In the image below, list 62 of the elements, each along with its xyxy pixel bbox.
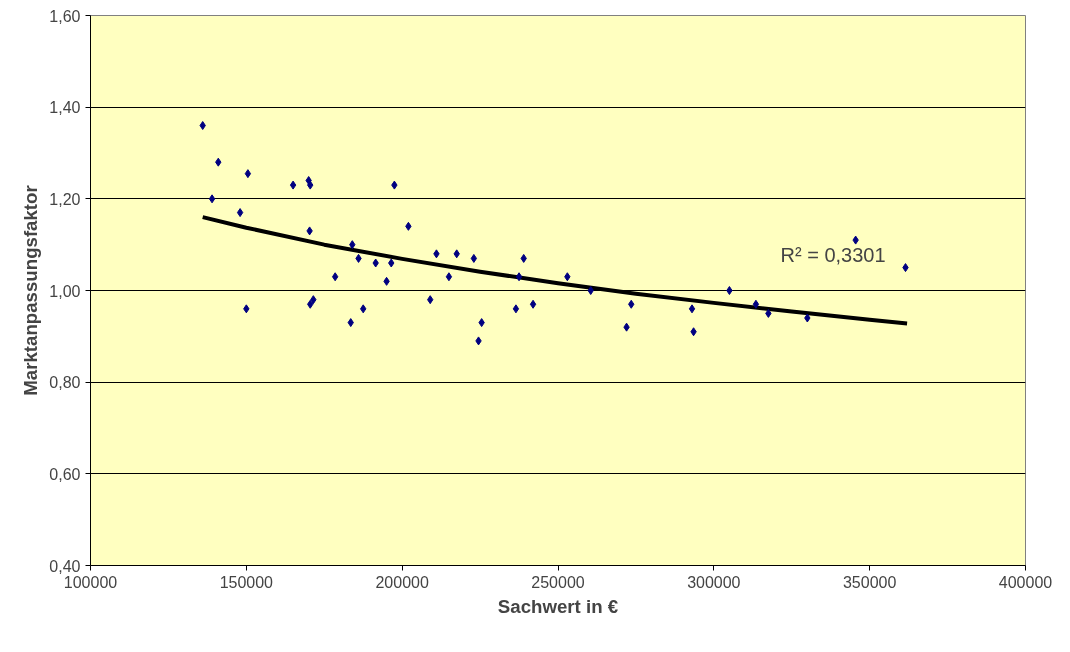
point — [470, 253, 478, 263]
line-series — [200, 215, 910, 326]
point — [478, 318, 485, 328]
point — [520, 253, 527, 263]
y-tick-label: 1,00 — [49, 282, 81, 300]
point — [388, 258, 395, 268]
x-axis-title: Sachwert in € — [497, 595, 619, 617]
point — [349, 240, 356, 250]
y-tick-label: 1,20 — [49, 190, 81, 208]
point — [433, 249, 440, 259]
x-tick-label: 400000 — [998, 573, 1053, 591]
point — [243, 304, 250, 314]
point — [360, 304, 367, 314]
y-tick-label: 0,80 — [49, 374, 81, 392]
point — [405, 221, 412, 231]
point — [765, 308, 772, 318]
x-tick-label: 100000 — [63, 573, 118, 591]
point — [347, 318, 354, 328]
point — [306, 226, 313, 236]
x-tick-label: 200000 — [375, 573, 429, 591]
point — [587, 286, 594, 295]
point — [372, 258, 379, 268]
annotation: R² = 0,3301 — [780, 243, 886, 266]
point — [752, 299, 760, 309]
point — [307, 180, 314, 190]
point — [445, 272, 453, 282]
point — [902, 263, 909, 273]
point — [515, 272, 523, 282]
point — [726, 286, 733, 295]
x-tick-label: 150000 — [219, 573, 274, 591]
point — [690, 327, 697, 337]
point — [628, 299, 635, 309]
point — [307, 299, 314, 309]
point — [512, 304, 520, 314]
y-tick-label: 0,40 — [49, 557, 81, 575]
point — [236, 208, 244, 218]
point — [383, 276, 390, 286]
x-tick-label: 300000 — [687, 573, 741, 591]
point — [804, 313, 811, 323]
x-tick-label: 350000 — [842, 573, 897, 591]
point — [215, 157, 222, 167]
point — [688, 304, 696, 314]
point — [453, 249, 460, 259]
y-axis-title: Marktanpassungsfaktor — [20, 185, 42, 396]
point — [331, 272, 339, 282]
y-tick-label: 1,60 — [49, 7, 81, 25]
y-tick-label: 0,60 — [49, 465, 81, 483]
y-tick-label: 1,40 — [49, 99, 81, 117]
point — [289, 180, 297, 190]
point — [355, 253, 362, 263]
point — [427, 295, 434, 305]
point — [199, 121, 206, 130]
point — [244, 169, 252, 179]
point — [852, 235, 859, 245]
point — [391, 180, 398, 190]
point — [564, 272, 571, 282]
point — [475, 336, 482, 346]
point — [208, 194, 216, 204]
point — [310, 295, 317, 305]
x-tick-label: 250000 — [531, 573, 585, 591]
point — [529, 299, 537, 309]
point — [623, 322, 630, 332]
